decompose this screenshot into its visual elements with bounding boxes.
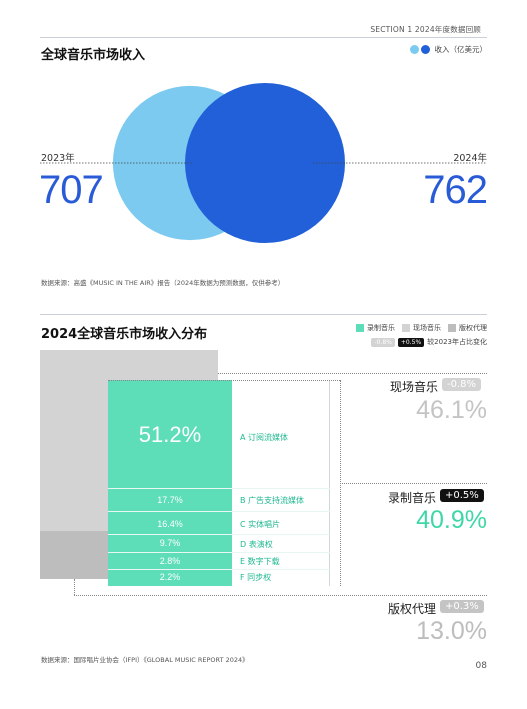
- subseg-e-label: E 数字下载: [240, 557, 280, 566]
- rights-share: 13.0%: [416, 617, 487, 645]
- subseg-sep-5: [108, 569, 330, 570]
- revenue-source: 数据来源：高盛《MUSIC IN THE AIR》报告（2024年数据为预测数据…: [41, 279, 285, 287]
- rights-block: [40, 531, 108, 579]
- legend-row-change: -0.8% +0.5% 较2023年占比变化: [356, 337, 487, 347]
- rights-name: 版权代理: [388, 602, 437, 616]
- subseg-b-label: B 广告支持流媒体: [240, 496, 305, 505]
- legend-swatch-live: [402, 324, 410, 332]
- recorded-music-change: +0.5%: [440, 489, 484, 502]
- recorded-music-name: 录制音乐: [388, 491, 437, 505]
- revenue-bubbles: [40, 83, 487, 243]
- legend-live: 现场音乐: [413, 324, 441, 332]
- subseg-c-label: C 实体唱片: [240, 520, 281, 529]
- subseg-sep-1: [108, 488, 330, 489]
- recorded-music-share: 40.9%: [416, 506, 487, 534]
- distribution-legend: 录制音乐 现场音乐 版权代理 -0.8% +0.5% 较2023年占比变化: [356, 323, 487, 347]
- bubble-2024: [185, 83, 345, 243]
- year-2024-label: 2024年: [453, 153, 487, 164]
- live-music-share: 46.1%: [416, 396, 487, 424]
- legend-recorded: 录制音乐: [367, 324, 395, 332]
- subseg-d-value: 9.7%: [159, 538, 181, 548]
- subseg-sep-3: [108, 534, 330, 535]
- legend-row-categories: 录制音乐 现场音乐 版权代理: [356, 323, 487, 333]
- rights-change: +0.3%: [440, 600, 484, 613]
- value-2023: 707: [39, 168, 104, 212]
- legend-label: 收入（亿美元）: [434, 45, 488, 54]
- subseg-f-value: 2.2%: [159, 572, 181, 582]
- legend-badge-up: +0.5%: [397, 337, 425, 347]
- rights-outline-left: [74, 579, 75, 595]
- legend-swatch-recorded: [356, 324, 364, 332]
- distribution-source: 数据来源：国际唱片业协会（IFPI）《GLOBAL MUSIC REPORT 2…: [41, 656, 249, 664]
- rights-leader-line: [74, 595, 487, 596]
- revenue-title: 全球音乐市场收入: [41, 48, 146, 63]
- live-music-change: -0.8%: [442, 378, 482, 391]
- section-header: SECTION 1 2024年度数据回顾: [370, 25, 481, 34]
- subseg-a-label: A 订阅流媒体: [240, 433, 289, 442]
- legend-swatch-rights: [448, 324, 456, 332]
- header-rule: [40, 37, 487, 38]
- subseg-b-value: 17.7%: [157, 495, 183, 505]
- live-leader-line: [218, 373, 487, 374]
- subseg-f-label: F 同步权: [240, 573, 272, 582]
- page-number: 08: [475, 661, 487, 671]
- legend-change-text: 较2023年占比变化: [427, 338, 487, 346]
- legend-rights: 版权代理: [459, 324, 487, 332]
- subseg-e-value: 2.8%: [159, 556, 181, 566]
- section-rule: [40, 314, 487, 315]
- recorded-box-top: [108, 380, 340, 381]
- legend-dot-2023: [409, 45, 419, 54]
- subseg-a-value: 51.2%: [138, 422, 202, 447]
- recorded-leader-line: [340, 483, 487, 484]
- live-music-name: 现场音乐: [390, 380, 439, 394]
- subseg-c-value: 16.4%: [157, 519, 183, 529]
- value-2024: 762: [423, 168, 488, 212]
- legend-badge-down: -0.8%: [371, 337, 395, 347]
- subseg-sep-4: [108, 552, 330, 553]
- subseg-d-label: D 表演权: [240, 540, 273, 549]
- recorded-music-block: [108, 380, 232, 586]
- recorded-label-panel: [232, 380, 330, 586]
- revenue-legend: 收入（亿美元）: [409, 44, 488, 55]
- year-2023-label: 2023年: [41, 153, 75, 164]
- distribution-title: 2024全球音乐市场收入分布: [41, 327, 208, 342]
- subseg-sep-2: [108, 511, 330, 512]
- legend-dot-2024: [420, 45, 430, 54]
